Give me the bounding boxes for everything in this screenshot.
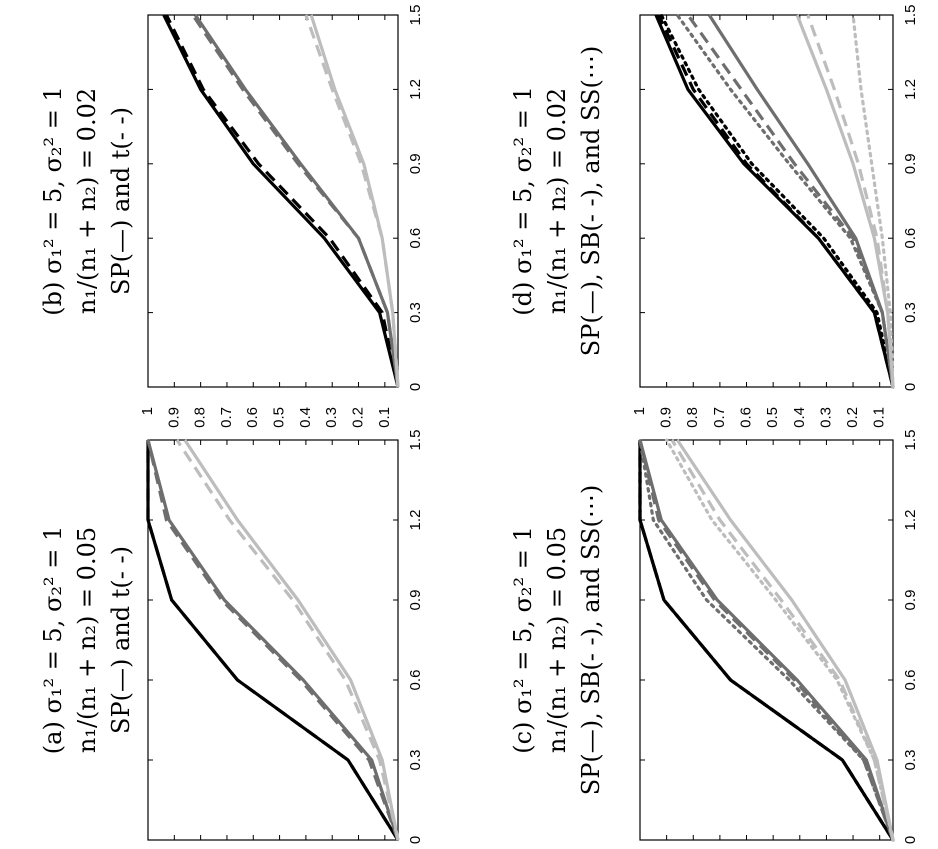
series-line-t — [146, 440, 400, 841]
x-tick-label: 1.5 — [407, 430, 424, 451]
x-tick-label: 0 — [902, 383, 919, 391]
series-line-ss — [665, 438, 895, 842]
x-tick-label: 1.2 — [407, 510, 424, 531]
panel-c: 00.30.60.91.21.50.10.20.30.40.50.60.70.8… — [509, 430, 919, 845]
y-tick-label: 0.8 — [684, 407, 701, 428]
panel-caption: (b) σ₁² = 5, σ₂² = 1 n₁/(n₁ + n₂) = 0.02 S… — [39, 86, 135, 316]
y-tick-label: 0.5 — [271, 407, 288, 428]
caption-line: n₁/(n₁ + n₂) = 0.05 — [543, 527, 571, 753]
series-line-t — [191, 14, 400, 388]
series-line-ss — [675, 13, 895, 389]
series-line-sb — [657, 14, 895, 388]
series-line-sp — [162, 14, 400, 388]
x-tick-label: 0 — [902, 836, 919, 844]
y-tick-label: 0.8 — [192, 407, 209, 428]
caption-line: (a) σ₁² = 5, σ₂² = 1 — [39, 526, 67, 754]
plot-frame — [639, 439, 894, 841]
caption-line: n₁/(n₁ + n₂) = 0.02 — [543, 88, 571, 314]
caption-line: SP(—) and t(- -) — [107, 546, 135, 734]
x-tick-label: 0.9 — [407, 153, 424, 174]
series-line-ss — [851, 13, 895, 389]
panel-a: 00.30.60.91.21.50.10.20.30.40.50.60.70.8… — [39, 430, 424, 845]
y-tick-label: 1 — [139, 407, 156, 415]
y-tick-label: 0.3 — [817, 407, 834, 428]
x-tick-label: 0.3 — [407, 750, 424, 771]
series-line-sp — [654, 14, 895, 388]
y-tick-label: 0.6 — [737, 407, 754, 428]
series-line-sb — [670, 439, 895, 841]
x-tick-label: 0.9 — [407, 590, 424, 611]
y-tick-label: 0.6 — [244, 407, 261, 428]
plot-frame — [147, 439, 399, 841]
x-tick-label: 1.5 — [902, 5, 919, 26]
x-tick-label: 0.9 — [902, 153, 919, 174]
series-line-sb — [638, 439, 895, 841]
plot-frame — [639, 14, 894, 388]
panel-caption: (a) σ₁² = 5, σ₂² = 1 n₁/(n₁ + n₂) = 0.05 S… — [39, 526, 135, 754]
series-line-ss — [638, 438, 895, 842]
series-line-sp — [183, 439, 400, 841]
y-tick-label: 0.7 — [218, 407, 235, 428]
series-line-sp — [675, 439, 895, 841]
x-tick-label: 1.2 — [902, 510, 919, 531]
x-tick-label: 0.3 — [407, 302, 424, 323]
y-tick-label: 0.9 — [658, 407, 675, 428]
series-line-sb — [806, 14, 895, 388]
series-line-sp — [194, 14, 400, 388]
series-line-sp — [146, 440, 400, 841]
caption-line: n₁/(n₁ + n₂) = 0.05 — [73, 527, 101, 753]
y-tick-label: 0.1 — [871, 407, 888, 428]
y-tick-label: 0.2 — [349, 407, 366, 428]
x-tick-label: 1.2 — [407, 79, 424, 100]
y-tick-label: 0.1 — [376, 407, 393, 428]
panel-b: 0 0.3 0.6 0.9 1.2 1.5 0.1 0.2 0.3 0.4 0.5 0.6 0.7 0.8… — [39, 5, 424, 428]
panel-caption: (c) σ₁² = 5, σ₂² = 1 n₁/(n₁ + n₂) = 0.05 S… — [509, 485, 605, 795]
series-line-sp — [146, 439, 400, 841]
plot-frame — [147, 14, 399, 388]
y-tick-label: 0.5 — [764, 407, 781, 428]
y-tick-label: 1 — [631, 407, 648, 415]
y-tick-label: 0.7 — [711, 407, 728, 428]
caption-line: SP(—) and t(- -) — [107, 107, 135, 295]
caption-line: SP(—), SB(- -), and SS(⋯) — [577, 46, 605, 356]
series-line-ss — [638, 438, 895, 842]
x-tick-label: 0.6 — [902, 670, 919, 691]
y-tick-label: 0.9 — [165, 407, 182, 428]
x-tick-label: 0 — [407, 836, 424, 844]
y-tick-label: 0.2 — [844, 407, 861, 428]
panel-d: 0 0.3 0.6 0.9 1.2 1.5 0.1 0.2 0.3 0.4 0.5 0.6 0.7 0.8… — [509, 5, 919, 428]
x-tick-label: 0.6 — [902, 228, 919, 249]
y-tick-label: 0.4 — [297, 407, 314, 428]
caption-line: n₁/(n₁ + n₂) = 0.02 — [73, 88, 101, 314]
series-line-ss — [659, 13, 895, 389]
y-tick-label: 0.4 — [791, 407, 808, 428]
y-tick-label: 0.3 — [323, 407, 340, 428]
x-tick-label: 1.5 — [407, 5, 424, 26]
series-line-t — [164, 14, 400, 388]
x-tick-label: 1.5 — [902, 430, 919, 451]
panel-caption: (d) σ₁² = 5, σ₂² = 1 n₁/(n₁ + n₂) = 0.02 S… — [509, 46, 605, 356]
x-tick-label: 0.9 — [902, 590, 919, 611]
x-tick-label: 1.2 — [902, 79, 919, 100]
caption-line: (d) σ₁² = 5, σ₂² = 1 — [509, 86, 537, 316]
caption-line: (c) σ₁² = 5, σ₂² = 1 — [509, 526, 537, 754]
series-line-t — [175, 439, 400, 841]
x-tick-label: 0.3 — [902, 302, 919, 323]
series-line-sp — [707, 14, 895, 388]
series-line-sp — [638, 439, 895, 841]
caption-line: (b) σ₁² = 5, σ₂² = 1 — [39, 86, 67, 316]
caption-line: SP(—), SB(- -), and SS(⋯) — [577, 485, 605, 795]
x-tick-label: 0.6 — [407, 670, 424, 691]
x-tick-label: 0 — [407, 383, 424, 391]
x-tick-label: 0.3 — [902, 750, 919, 771]
series-line-t — [304, 14, 400, 388]
x-tick-label: 0.6 — [407, 228, 424, 249]
